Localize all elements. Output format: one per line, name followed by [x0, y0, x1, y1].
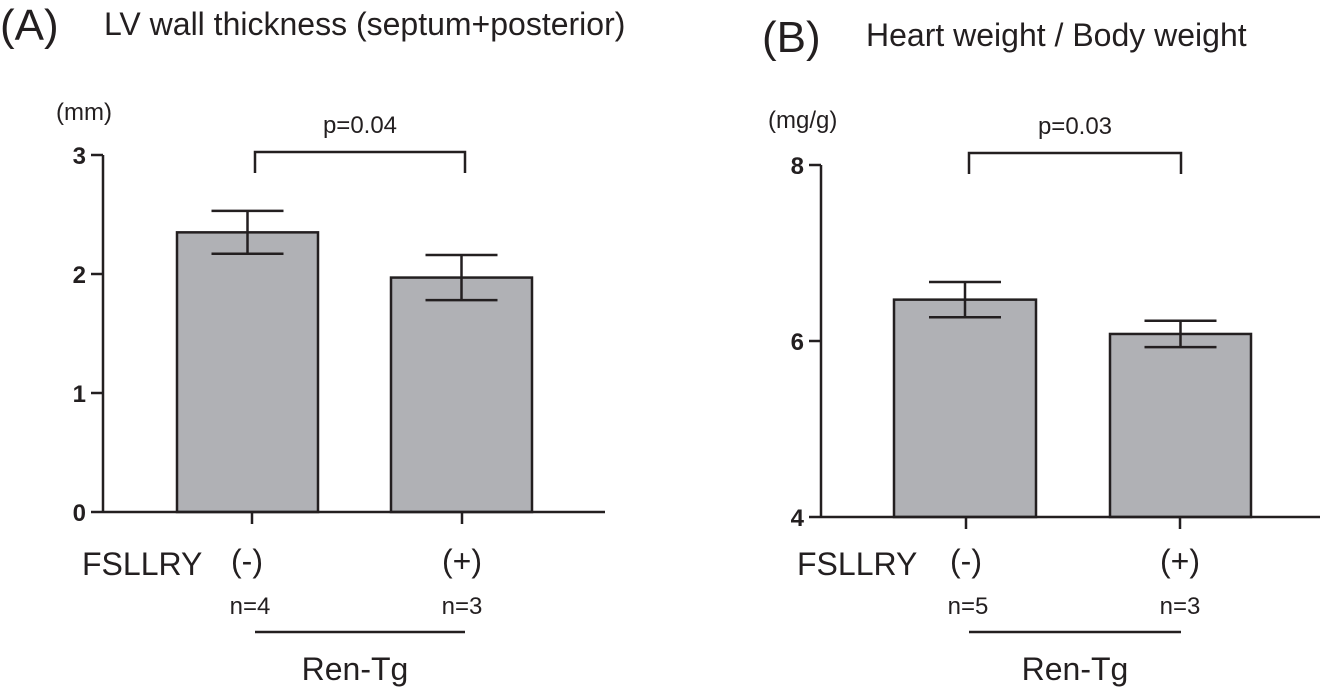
panel-b-significance-bracket [967, 151, 1183, 174]
panel-b-n-label: n=5 [948, 593, 989, 620]
panel-b-error-bar [929, 280, 1001, 319]
panel-b-n-label: n=3 [1160, 593, 1201, 620]
panel-b-error-bar [1144, 319, 1217, 349]
panel-b-y-tick-label: 6 [791, 329, 804, 356]
panel-b-bars [892, 298, 1253, 519]
panel-b-bar [892, 298, 1038, 519]
panel-a-letter: (A) [0, 1, 59, 50]
panel-b-letter: (B) [762, 13, 821, 62]
panel-b: (B) Heart weight / Body weight (mg/g) 4 6… [762, 13, 1320, 687]
panel-a-p-value: p=0.04 [323, 112, 397, 139]
panel-a-y-tick-label: 2 [73, 262, 86, 289]
panel-a-error-bars [211, 209, 498, 302]
panel-a-n-label: n=4 [230, 593, 271, 620]
panel-b-error-bars [929, 280, 1217, 349]
panel-b-category-label: (+) [1160, 543, 1200, 579]
panel-b-p-value: p=0.03 [1038, 113, 1112, 140]
panel-a-error-bar [425, 253, 498, 302]
panel-a-bar [389, 276, 534, 514]
panel-b-bottom-label: Ren-Tg [1022, 651, 1129, 687]
panel-a-y-ticks: 0 1 2 3 [73, 143, 103, 527]
panel-b-title: Heart weight / Body weight [866, 17, 1247, 53]
panel-a-significance-bracket [253, 150, 467, 173]
panel-a: (A) LV wall thickness (septum+posterior)… [0, 1, 625, 687]
panel-a-y-tick-label: 0 [73, 500, 86, 527]
panel-a-y-tick-label: 3 [73, 143, 86, 170]
panel-b-bar [1108, 332, 1253, 519]
panel-a-error-bar [211, 209, 284, 256]
panel-a-category-label: (-) [231, 543, 263, 579]
panel-a-n-label: n=3 [442, 593, 483, 620]
panel-a-title: LV wall thickness (septum+posterior) [104, 6, 625, 42]
panel-b-group-label: FSLLRY [797, 546, 917, 582]
panel-b-y-tick-label: 4 [791, 505, 805, 532]
panel-a-group-label: FSLLRY [82, 546, 202, 582]
panel-b-category-label: (-) [950, 543, 982, 579]
panel-b-y-tick-label: 8 [791, 153, 804, 180]
panel-a-bar [175, 231, 320, 514]
panel-b-y-unit: (mg/g) [768, 107, 837, 134]
panel-a-y-tick-label: 1 [73, 381, 86, 408]
panel-b-y-ticks: 4 6 8 [791, 153, 821, 532]
panel-a-category-label: (+) [442, 543, 482, 579]
panel-a-bottom-label: Ren-Tg [302, 651, 409, 687]
panel-a-bars [175, 231, 534, 514]
panel-a-y-unit: (mm) [56, 99, 112, 126]
